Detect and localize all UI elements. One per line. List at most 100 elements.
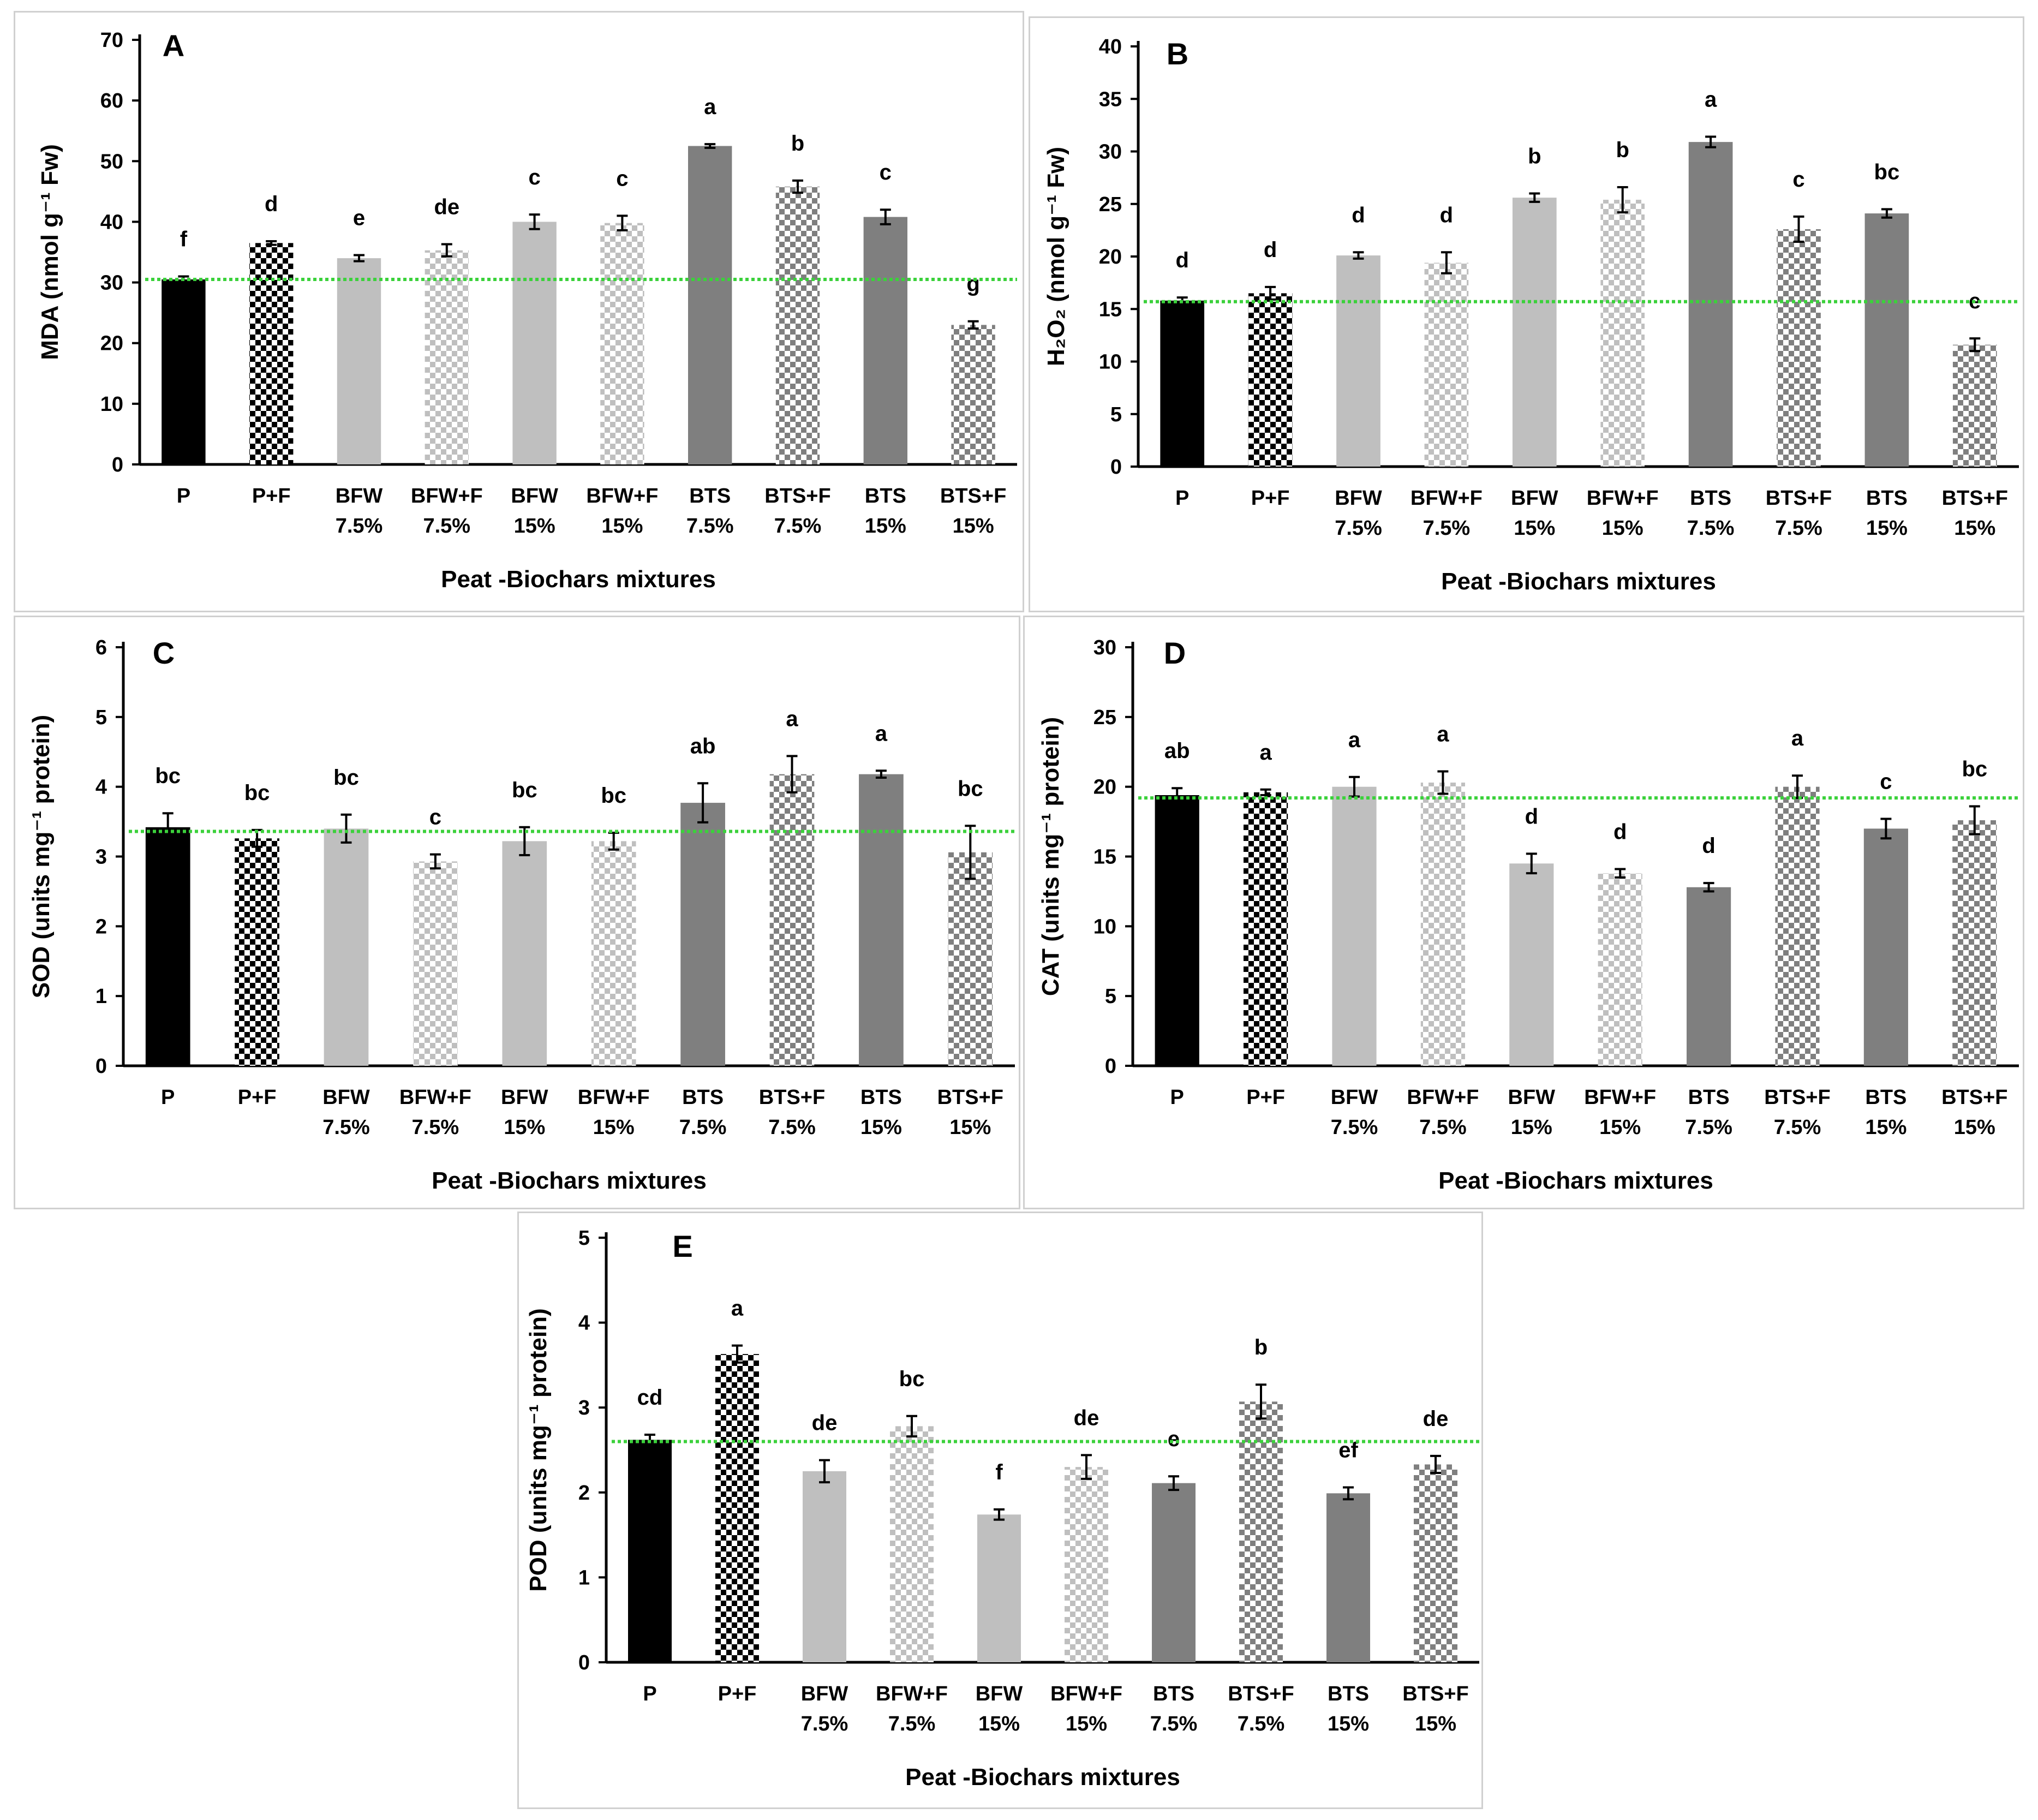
x-tick-label: 7.5% (1685, 1116, 1732, 1139)
significance-letter: a (875, 721, 888, 745)
x-tick-label: 7.5% (1331, 1116, 1378, 1139)
bar (1424, 262, 1469, 467)
y-tick-label: 40 (1099, 35, 1122, 58)
y-tick-label: 2 (95, 915, 107, 938)
chart-a: A 0 10 20 30 40 50 60 70 MDA (nmol g⁻¹ Fw) f Pd P+F e… (37, 28, 1017, 593)
x-tick-label: P+F (252, 485, 291, 508)
y-tick-label: 25 (1099, 193, 1122, 216)
panel-letter: E (672, 1229, 692, 1263)
significance-letter: bc (244, 781, 270, 805)
x-axis-title: Peat -Biochars mixtures (905, 1764, 1180, 1791)
panel-letter: B (1167, 37, 1188, 71)
y-tick-label: 10 (100, 393, 123, 416)
significance-letter: e (353, 206, 365, 230)
significance-letter: bc (155, 764, 181, 788)
x-tick-label: BFW (1331, 1086, 1378, 1109)
panel-letter: A (163, 28, 184, 63)
x-tick-label: BFW (322, 1086, 370, 1109)
x-tick-label: BFW+F (399, 1086, 471, 1109)
bar (1248, 293, 1293, 467)
bar (591, 841, 636, 1066)
bar (1775, 786, 1820, 1066)
x-axis-title: Peat -Biochars mixtures (441, 566, 716, 593)
x-tick-label: 7.5% (774, 515, 822, 538)
bar (769, 774, 815, 1066)
x-tick-label: 7.5% (423, 515, 470, 538)
bar (162, 279, 206, 464)
bar (324, 828, 369, 1066)
significance-letter: e (1168, 1427, 1180, 1451)
significance-letter: a (1348, 728, 1361, 752)
x-tick-label: 15% (1599, 1116, 1641, 1139)
y-tick-label: 4 (95, 776, 107, 799)
y-tick-label: 15 (1099, 298, 1122, 321)
x-tick-label: 15% (949, 1116, 991, 1139)
y-tick-label: 3 (95, 846, 107, 869)
y-tick-label: 0 (112, 453, 123, 476)
panel-letter: D (1164, 636, 1186, 670)
bar (977, 1514, 1021, 1662)
bar (235, 838, 279, 1066)
x-tick-label: 7.5% (322, 1116, 370, 1139)
x-tick-label: 15% (1328, 1712, 1369, 1735)
significance-letter: d (1525, 804, 1538, 828)
significance-letter: b (791, 132, 804, 156)
x-tick-label: P (643, 1682, 656, 1705)
significance-letter: de (812, 1411, 838, 1435)
x-tick-label: BFW (1511, 487, 1558, 510)
y-tick-label: 30 (100, 272, 123, 295)
significance-letter: de (434, 195, 459, 219)
x-tick-label: BTS+F (764, 485, 830, 508)
x-tick-label: BFW+F (1407, 1086, 1479, 1109)
bar (1332, 786, 1377, 1066)
x-tick-label: BTS (1690, 487, 1731, 510)
x-tick-label: 7.5% (801, 1712, 848, 1735)
x-tick-label: P+F (1251, 487, 1290, 510)
significance-letter: c (880, 160, 892, 184)
y-tick-label: 0 (95, 1055, 107, 1078)
significance-letter: a (704, 95, 716, 119)
x-tick-label: 15% (514, 515, 555, 538)
y-tick-label: 0 (578, 1651, 590, 1674)
x-tick-label: 7.5% (1419, 1116, 1467, 1139)
chart-e: E 0 1 2 3 4 5 POD (units mg⁻¹ protein) cd Pa P+F de… (525, 1227, 1479, 1791)
x-tick-label: 15% (1514, 517, 1555, 540)
x-tick-label: BTS (1865, 1086, 1906, 1109)
bar (948, 852, 993, 1066)
x-tick-label: BTS+F (1941, 1086, 2007, 1109)
x-tick-label: BFW (1508, 1086, 1556, 1109)
y-axis-title: H₂O₂ (nmol g⁻¹ Fw) (1043, 147, 1069, 366)
bar (502, 841, 547, 1066)
y-tick-label: 25 (1093, 706, 1116, 729)
x-tick-label: BTS+F (940, 485, 1006, 508)
significance-letter: d (1264, 238, 1277, 262)
bar (1864, 213, 1909, 467)
y-tick-label: 2 (578, 1482, 590, 1505)
significance-letter: c (429, 805, 441, 830)
significance-letter: bc (958, 777, 983, 801)
chart-c: C 0 1 2 3 4 5 6 SOD (units mg⁻¹ protein) bc Pbc P+F… (28, 636, 1015, 1194)
x-tick-label: BTS+F (759, 1086, 825, 1109)
bar (1952, 820, 1997, 1066)
bar (1152, 1483, 1196, 1662)
bar (1687, 887, 1731, 1066)
bar (1065, 1467, 1108, 1662)
significance-letter: bc (899, 1367, 925, 1391)
y-axis-title: MDA (nmol g⁻¹ Fw) (37, 144, 63, 360)
significance-letter: ab (1164, 739, 1190, 763)
bar (951, 325, 995, 464)
bar (863, 217, 907, 464)
bar (1509, 863, 1554, 1066)
y-tick-label: 20 (1093, 776, 1116, 799)
bar (425, 250, 469, 464)
bar (512, 222, 557, 464)
significance-letter: d (1440, 203, 1453, 227)
y-tick-label: 10 (1099, 351, 1122, 374)
significance-letter: bc (601, 784, 626, 808)
bar (1600, 200, 1645, 467)
x-tick-label: BTS+F (1766, 487, 1832, 510)
x-tick-label: P (177, 485, 190, 508)
significance-letter: d (1175, 248, 1188, 272)
y-tick-label: 20 (1099, 246, 1122, 268)
